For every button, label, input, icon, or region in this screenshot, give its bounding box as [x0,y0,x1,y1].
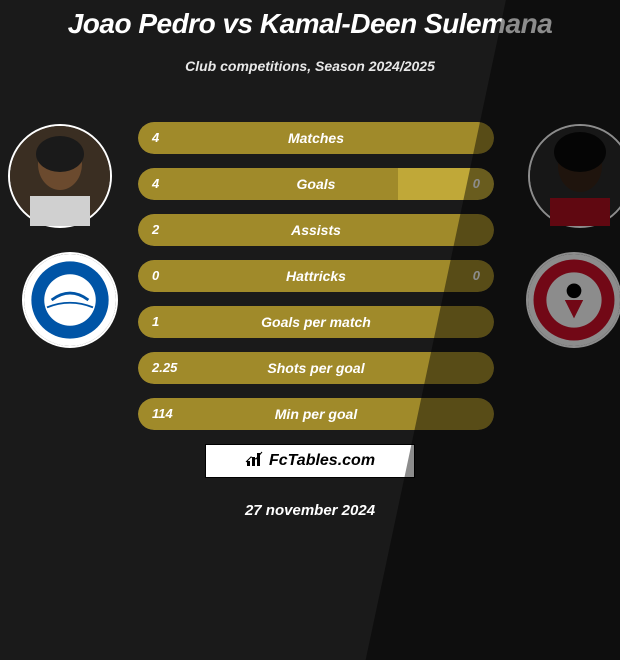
player-left-avatar [8,124,112,228]
stat-value-left: 1 [152,306,159,338]
chart-icon [245,451,265,472]
player-right-avatar [528,124,620,228]
stat-row: Assists2 [138,214,494,246]
stat-label: Goals [138,168,494,200]
stat-value-left: 4 [152,122,159,154]
stat-label: Min per goal [138,398,494,430]
page-subtitle: Club competitions, Season 2024/2025 [0,58,620,74]
club-left-crest [22,252,118,348]
stat-value-left: 0 [152,260,159,292]
stat-label: Shots per goal [138,352,494,384]
stat-label: Matches [138,122,494,154]
stat-label: Assists [138,214,494,246]
stats-bars: Matches4Goals40Assists2Hattricks00Goals … [138,122,494,444]
stat-label: Goals per match [138,306,494,338]
stat-row: Shots per goal2.25 [138,352,494,384]
club-right-crest [526,252,620,348]
stat-value-left: 2 [152,214,159,246]
stat-value-left: 2.25 [152,352,177,384]
stat-row: Hattricks0 0 [138,260,494,292]
stat-row: Matches4 [138,122,494,154]
date-label: 27 november 2024 [0,502,620,519]
stat-label: Hattricks [138,260,494,292]
stat-row: Goals4 0 [138,168,494,200]
brand-box: FcTables.com [205,444,415,478]
page-title: Joao Pedro vs Kamal-Deen Sulemana [0,0,620,40]
stat-value-left: 4 [152,168,159,200]
stat-value-right: 0 [473,260,480,292]
stat-row: Goals per match1 [138,306,494,338]
stat-value-right: 0 [473,168,480,200]
stat-value-left: 114 [152,398,173,430]
stat-row: Min per goal114 [138,398,494,430]
brand-text: FcTables.com [269,452,375,470]
